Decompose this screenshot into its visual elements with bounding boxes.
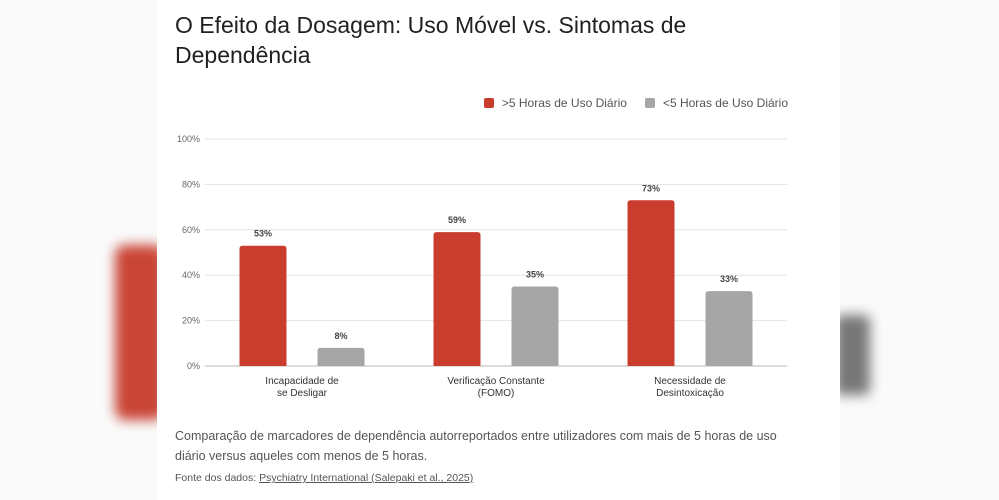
background-red-block [115, 245, 165, 420]
x-tick-label: Incapacidade de [265, 376, 339, 387]
x-tick-label: Verificação Constante [447, 376, 545, 387]
x-tick-label: Desintoxicação [656, 388, 724, 399]
source-line: Fonte dos dados: Psychiatry Internationa… [175, 472, 473, 484]
legend-item-low: <5 Horas de Uso Diário [644, 96, 788, 110]
y-tick-label: 100% [177, 134, 200, 144]
legend-label-low: <5 Horas de Uso Diário [662, 96, 788, 110]
data-label: 35% [526, 270, 544, 280]
y-tick-label: 40% [182, 270, 200, 280]
source-link[interactable]: Psychiatry International (Salepaki et al… [259, 472, 474, 484]
chart-card: O Efeito da Dosagem: Uso Móvel vs. Sinto… [157, 0, 840, 500]
background-gray-block [835, 315, 870, 395]
source-prefix: Fonte dos dados: [175, 472, 260, 484]
bar [239, 245, 287, 366]
legend-item-high: >5 Horas de Uso Diário [483, 96, 627, 110]
bar [705, 291, 753, 366]
bar [317, 347, 365, 366]
data-label: 33% [720, 274, 738, 284]
y-tick-label: 80% [182, 179, 200, 189]
legend-label-high: >5 Horas de Uso Diário [501, 96, 627, 110]
bar [627, 200, 675, 366]
x-tick-label: (FOMO) [478, 388, 515, 399]
data-label: 59% [448, 215, 466, 225]
bar-chart: 0% 20% 40% 60% 80% 100% 53% 8% Incapacidade dese… [177, 134, 787, 399]
data-label: 73% [642, 183, 660, 193]
x-tick-label: Necessidade de [654, 376, 726, 387]
x-tick-label: se Desligar [277, 388, 328, 399]
y-tick-label: 60% [182, 225, 200, 235]
chart-title: O Efeito da Dosagem: Uso Móvel vs. Sinto… [175, 12, 687, 68]
chart-caption: Comparação de marcadores de dependência … [175, 429, 777, 463]
y-tick-label: 20% [182, 316, 200, 326]
data-label: 53% [254, 229, 272, 239]
bar [433, 232, 481, 366]
legend: >5 Horas de Uso Diário <5 Horas de Uso D… [483, 96, 788, 110]
y-tick-label: 0% [187, 361, 200, 371]
bar [511, 286, 559, 366]
data-label: 8% [334, 331, 347, 341]
legend-swatch-high [483, 98, 494, 108]
legend-swatch-low [644, 98, 655, 108]
